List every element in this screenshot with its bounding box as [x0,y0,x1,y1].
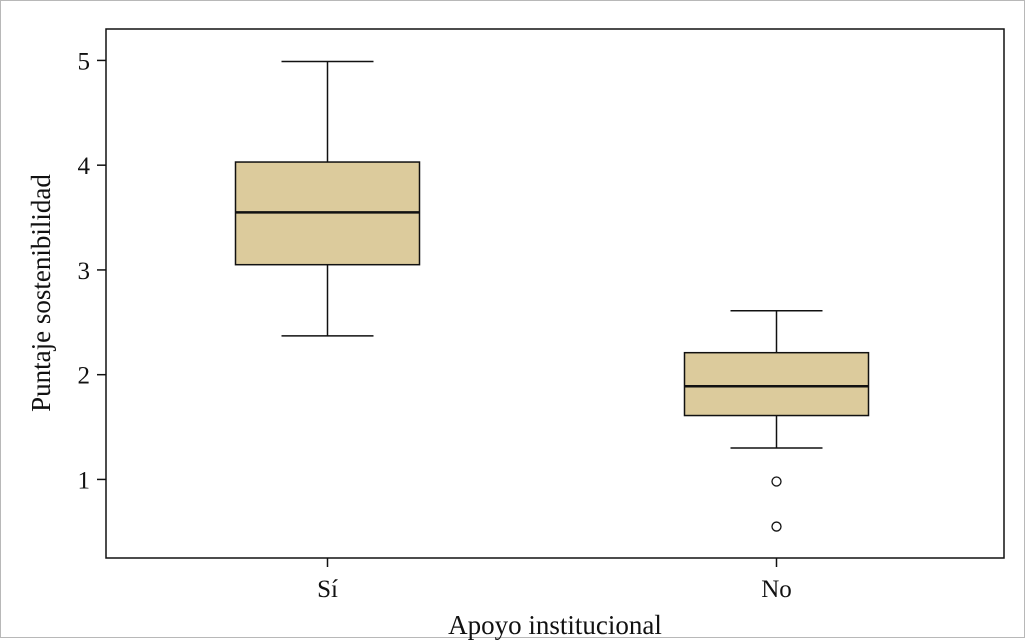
box-group [683,310,870,532]
outlier-point [771,521,782,532]
x-axis-title: Apoyo institucional [448,610,662,640]
y-tick-label: 5 [78,48,91,75]
outlier-point [771,476,782,487]
iqr-box [683,351,870,417]
boxes [234,60,870,532]
x-axis: Sí No [317,558,792,603]
y-tick-label: 4 [78,153,91,180]
x-tick-label: No [761,576,792,603]
y-tick-label: 3 [78,258,91,285]
box-group [234,60,421,337]
plot-area [105,28,1005,559]
y-tick-label: 1 [78,467,91,494]
y-axis-title: Puntaje sostenibilidad [26,174,56,412]
x-tick-label: Sí [317,576,338,603]
y-tick-label: 2 [78,363,91,390]
y-axis: 1 2 3 4 5 [78,48,106,494]
